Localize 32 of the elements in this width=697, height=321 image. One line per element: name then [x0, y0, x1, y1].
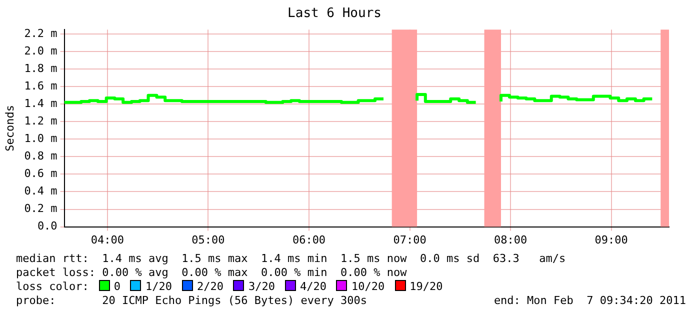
text: 0: [114, 280, 120, 293]
text: probe: 20 ICMP Echo Pings (56 Bytes) every 300s: [16, 294, 367, 307]
y-tick-label: 0.4 m: [24, 184, 58, 198]
y-tick-label: 0.2 m: [24, 202, 58, 216]
y-tick-label: 1.8 m: [24, 62, 58, 75]
x-tick-label: 07:00: [393, 233, 426, 246]
text: packet loss: 0.00 % avg 0.00 % max 0.00 % min 0.00 % now: [16, 266, 408, 280]
text: 3/20: [248, 280, 275, 293]
text: median rtt: 1.4 ms avg 1.5 ms max 1.4 ms min 1.5 ms now 0.0 ms sd 63.3 am/s: [16, 252, 567, 266]
x-tick-label: 05:00: [192, 233, 225, 246]
y-tick-label: 1.6 m: [24, 79, 58, 92]
y-tick-label: 1.0 m: [24, 132, 58, 146]
text: 19/20: [410, 280, 443, 293]
text: 4/20: [300, 280, 326, 293]
y-tick-label: 0.0: [37, 220, 58, 233]
y-tick-label: 1.2 m: [24, 114, 58, 128]
y-tick-label: 2.2 m: [24, 26, 58, 40]
text: 1/20: [145, 280, 172, 293]
text: loss color:: [16, 280, 89, 293]
text: 10/20: [351, 280, 385, 293]
text: 2/20: [196, 280, 224, 293]
y-tick-label: 1.4 m: [24, 96, 58, 110]
y-tick-label: 2.0 m: [24, 44, 58, 58]
x-tick-label: 08:00: [494, 233, 528, 246]
text: end: Mon Feb 7 09:34:20 2011: [494, 294, 686, 308]
x-tick-label: 09:00: [594, 233, 628, 246]
y-axis-title: Seconds: [3, 105, 16, 152]
chart-title: Last 6 Hours: [288, 6, 382, 22]
y-tick-label: 0.6 m: [24, 167, 58, 180]
x-tick-label: 04:00: [90, 233, 124, 246]
y-tick-label: 0.8 m: [24, 150, 58, 163]
x-tick-label: 06:00: [292, 233, 326, 246]
